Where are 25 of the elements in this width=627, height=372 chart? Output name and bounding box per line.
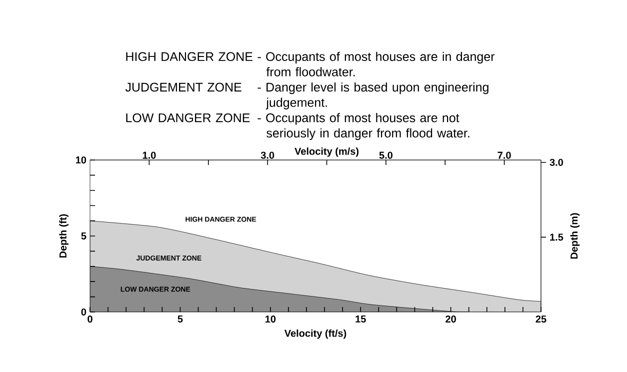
y2-axis-title: Depth (m)	[570, 213, 580, 259]
x-tick-label: 20	[446, 316, 456, 323]
y-tick-label: 5	[81, 232, 86, 240]
x2-tick-label: 3.0	[260, 152, 274, 159]
x-tick-label: 5	[178, 316, 183, 322]
x2-tick-label: 5.0	[379, 152, 392, 159]
x-tick-label: 25	[536, 316, 546, 323]
x2-axis-title: Velocity (m/s)	[294, 147, 359, 157]
text: JUDGEMENT ZONE	[125, 82, 242, 92]
y-axis-title: Depth (ft)	[59, 214, 68, 258]
y2-tick-label: 3.0	[550, 158, 564, 166]
x-tick-label: 0	[88, 316, 92, 323]
text: - Occupants of most houses are not seriously in danger from flood water.	[258, 113, 470, 140]
x-tick-label: 15	[356, 316, 366, 322]
x-tick-label: 10	[265, 316, 276, 323]
text: HIGH DANGER ZONE	[126, 52, 252, 62]
x2-tick-label: 1.0	[142, 152, 156, 159]
y-tick-label: 10	[76, 156, 86, 164]
x-axis-title: Velocity (ft/s)	[284, 329, 346, 339]
y2-tick-label: 1.5	[550, 234, 564, 241]
text: LOW DANGER ZONE	[126, 113, 250, 122]
text: - Danger level is based upon engineering judgement.	[258, 82, 488, 110]
x2-tick-label: 7.0	[498, 152, 511, 159]
y-tick-label: 0	[81, 308, 86, 316]
text: - Occupants of most houses are in danger from floodwater.	[258, 52, 495, 76]
